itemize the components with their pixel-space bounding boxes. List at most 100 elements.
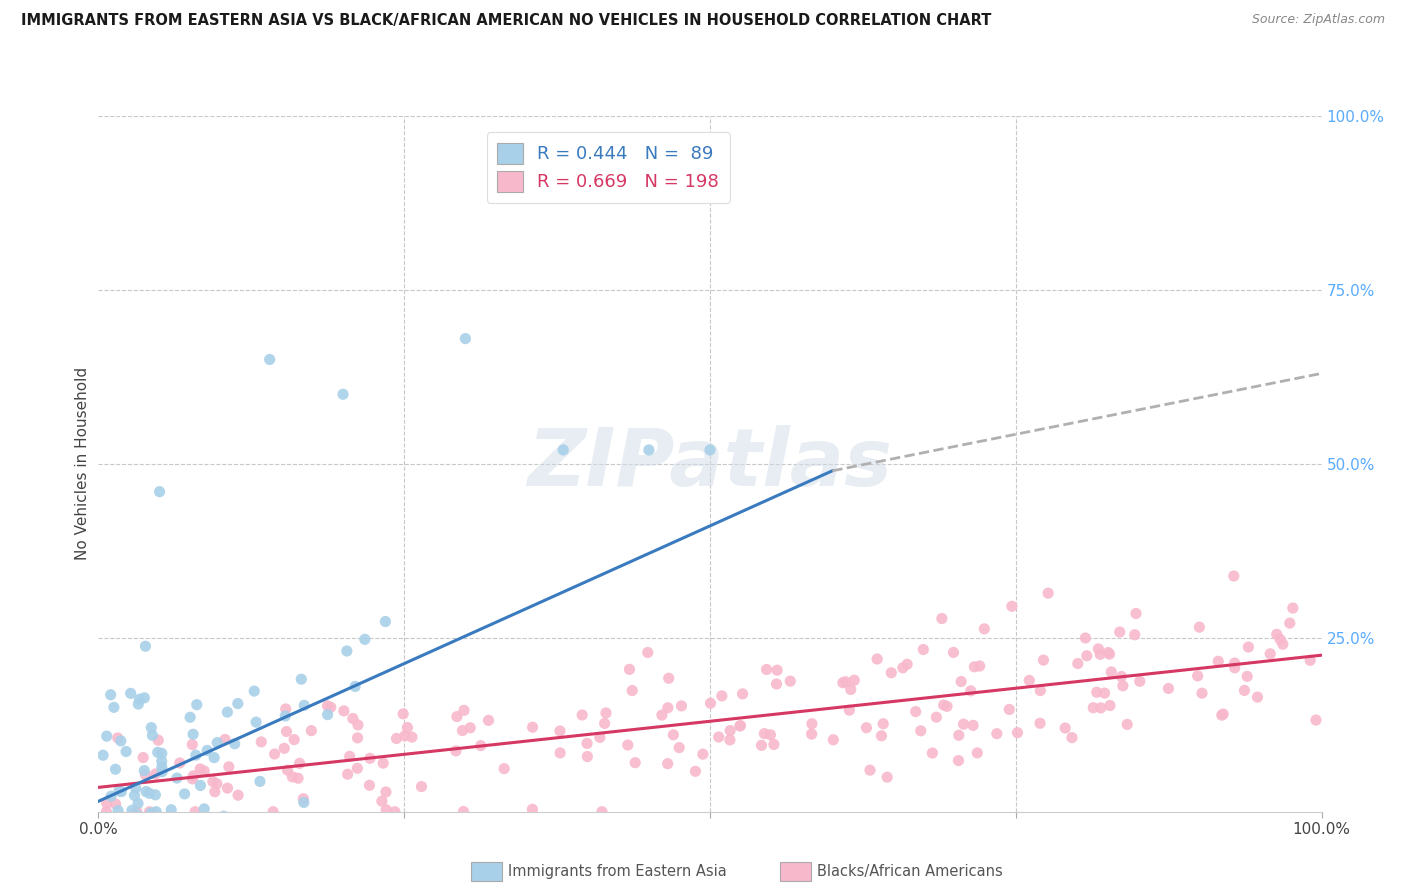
Point [316,698,339,713]
Point [202,750,225,764]
Point [110,784,132,798]
Point [912,642,935,657]
Point [751,739,773,753]
Point [118,817,141,831]
Point [149,484,172,499]
Point [90,815,112,830]
Point [118,885,141,892]
Text: Immigrants from Eastern Asia: Immigrants from Eastern Asia [508,864,727,879]
Y-axis label: No Vehicles in Household: No Vehicles in Household [75,368,90,560]
Point [120,686,142,700]
Point [124,789,146,803]
Point [1223,656,1246,670]
Point [169,756,191,770]
Point [212,809,235,823]
Point [121,803,143,817]
Point [699,696,721,710]
Point [190,779,212,793]
Point [1094,686,1116,700]
Point [444,744,467,758]
Point [707,730,730,744]
Point [1191,686,1213,700]
Point [446,709,468,723]
Point [91,748,114,763]
Point [1098,647,1121,661]
Point [1085,685,1108,699]
Point [202,851,225,865]
Point [692,747,714,761]
Point [262,805,284,819]
Point [263,747,285,761]
Point [292,698,315,713]
Point [657,756,679,771]
Point [966,746,988,760]
Point [1074,631,1097,645]
Point [1111,669,1133,683]
Point [880,665,903,680]
Point [217,781,239,796]
Point [359,751,381,765]
Point [290,672,312,686]
Point [925,710,948,724]
Point [1233,683,1256,698]
Point [1237,640,1260,654]
Point [134,639,156,653]
Point [205,777,228,791]
Point [870,729,893,743]
Point [339,749,361,764]
Text: Blacks/African Americans: Blacks/African Americans [817,864,1002,879]
Point [731,687,754,701]
Point [637,645,659,659]
Point [576,749,599,764]
Point [1123,628,1146,642]
Point [896,657,918,672]
Point [347,718,370,732]
Point [160,803,183,817]
Point [108,784,131,798]
Point [138,805,160,819]
Point [218,760,240,774]
Point [249,774,271,789]
Point [959,684,981,698]
Point [969,659,991,673]
Point [250,735,273,749]
Point [287,771,309,785]
Point [866,652,889,666]
Text: Source: ZipAtlas.com: Source: ZipAtlas.com [1251,13,1385,27]
Point [942,645,965,659]
Point [150,764,173,779]
Point [181,738,204,752]
Point [245,715,267,730]
Point [662,728,685,742]
Point [1271,637,1294,651]
Point [1125,607,1147,621]
Point [948,728,970,742]
Point [181,772,204,786]
Point [800,727,823,741]
Point [411,780,433,794]
Point [986,727,1008,741]
Point [1268,632,1291,647]
Point [333,704,356,718]
Point [96,729,118,743]
Point [344,680,367,694]
Point [96,797,118,811]
Point [1187,669,1209,683]
Point [346,761,368,775]
Point [1211,708,1233,723]
Point [142,818,165,832]
Point [624,756,647,770]
Point [150,754,173,768]
Point [859,763,882,777]
Point [718,723,741,738]
Point [217,705,239,719]
Point [204,785,226,799]
Point [127,808,149,822]
Point [728,719,751,733]
Point [1112,679,1135,693]
Point [114,812,136,826]
Point [932,698,955,712]
Point [1236,669,1258,683]
Point [371,794,394,808]
Point [962,718,984,732]
